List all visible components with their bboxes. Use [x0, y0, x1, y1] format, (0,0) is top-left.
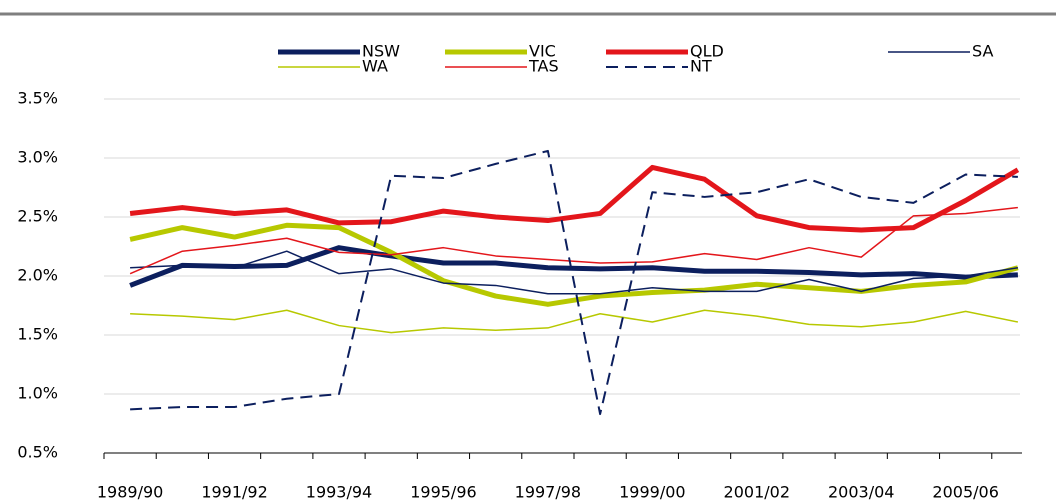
x-tick-label: 1997/98 — [515, 483, 581, 501]
y-tick-label: 3.0% — [17, 148, 58, 167]
x-tick-label: 1991/92 — [201, 483, 267, 501]
series-line — [129, 245, 1019, 288]
series-line — [129, 222, 1019, 307]
legend-label: WA — [362, 57, 388, 76]
legend-label: VIC — [529, 42, 556, 61]
legend-label: SA — [972, 42, 993, 61]
x-tick-label: 1995/96 — [410, 483, 476, 501]
y-tick-label: 2.5% — [17, 207, 58, 226]
series-line — [129, 164, 1020, 233]
x-tick-label: 1993/94 — [306, 483, 372, 501]
y-tick-label: 1.0% — [17, 384, 58, 403]
y-tick-label: 2.0% — [17, 266, 58, 285]
x-tick-label: 2003/04 — [828, 483, 894, 501]
series-line — [129, 206, 1018, 275]
x-tick-label: 2001/02 — [724, 483, 790, 501]
series-line — [130, 149, 1018, 416]
series-line — [130, 250, 1019, 295]
y-tick-label: 3.5% — [17, 89, 58, 108]
x-tick-label: 1999/00 — [619, 483, 685, 501]
legend-label: QLD — [690, 42, 724, 61]
series-line — [130, 309, 1019, 334]
legend-label: NSW — [362, 42, 400, 61]
x-tick-label: 1989/90 — [97, 483, 163, 501]
y-tick-label: 1.5% — [17, 325, 58, 344]
legend-label: NT — [690, 57, 712, 76]
legend-label: TAS — [528, 57, 559, 76]
x-tick-label: 2005/06 — [932, 483, 998, 501]
y-tick-label: 0.5% — [17, 443, 58, 462]
